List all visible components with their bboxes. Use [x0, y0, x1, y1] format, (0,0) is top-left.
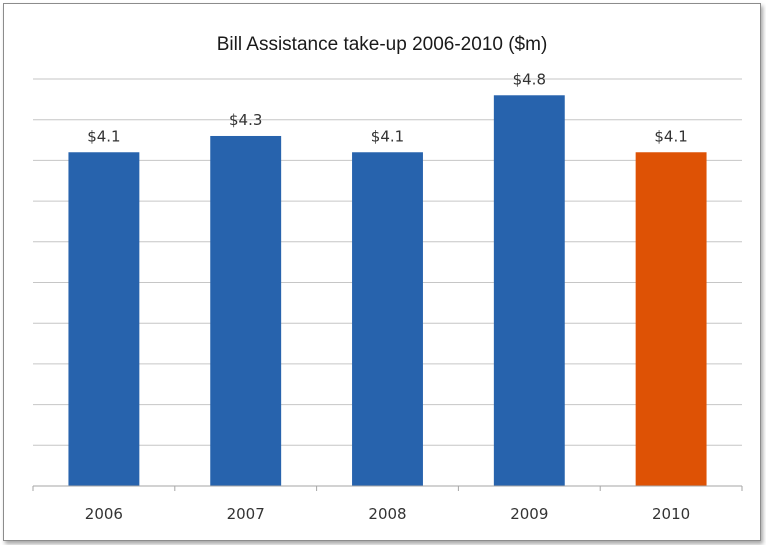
x-tick-label-2008: 2008	[368, 505, 406, 523]
x-tick-label-2009: 2009	[510, 505, 548, 523]
bar-chart: Bill Assistance take-up 2006-2010 ($m) 2…	[32, 34, 743, 523]
x-axis: 2006 2007 2008 2009 2010	[32, 485, 743, 523]
bar-2010	[635, 152, 707, 486]
data-labels: $4.1 $4.3 $4.1 $4.8 $4.1	[87, 70, 688, 145]
data-label-2007: $4.3	[229, 111, 262, 129]
chart-title: Bill Assistance take-up 2006-2010 ($m)	[217, 34, 548, 55]
bar-2006	[68, 152, 140, 486]
x-tick-label-2007: 2007	[227, 505, 265, 523]
x-tick-label-2006: 2006	[85, 505, 123, 523]
bars	[68, 95, 707, 487]
chart-frame: Bill Assistance take-up 2006-2010 ($m) 2…	[3, 3, 761, 541]
data-label-2009: $4.8	[513, 70, 546, 88]
data-label-2010: $4.1	[654, 127, 687, 145]
bar-2007	[210, 135, 282, 487]
bar-2008	[352, 152, 423, 486]
bar-2009	[493, 95, 565, 486]
x-tick-label-2010: 2010	[652, 505, 690, 523]
data-label-2008: $4.1	[371, 127, 404, 145]
data-label-2006: $4.1	[87, 127, 120, 145]
